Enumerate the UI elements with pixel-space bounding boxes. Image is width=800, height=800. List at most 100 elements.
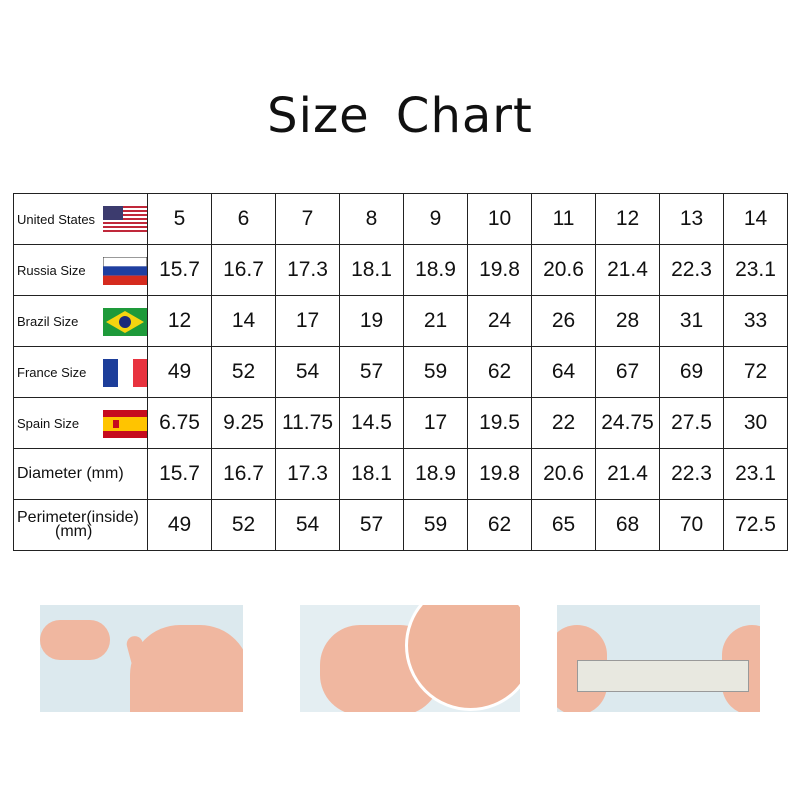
table-row: Diameter (mm) 15.7 16.7 17.3 18.1 18.9 19.8 20.… <box>13 448 788 500</box>
table-row: France Size 49 52 54 57 59 62 64 67 69 72 <box>13 346 788 398</box>
table-cell: 11 <box>531 193 596 245</box>
table-cell: 16.7 <box>211 448 276 500</box>
table-cell: 24 <box>467 295 532 347</box>
table-cell: 10 <box>467 193 532 245</box>
table-cell: 20.6 <box>531 448 596 500</box>
table-row: Perimeter(inside) (mm) 49 52 54 57 59 62 65 68 70 7… <box>13 499 788 551</box>
table-cell: 26 <box>531 295 596 347</box>
table-cell: 23.1 <box>723 244 788 296</box>
page-title: Size Chart <box>267 88 533 144</box>
table-cell: 8 <box>339 193 404 245</box>
brazil-flag-icon <box>103 308 147 336</box>
table-cell: 15.7 <box>147 448 212 500</box>
table-cell: 24.75 <box>595 397 660 449</box>
table-row: Russia Size 15.7 16.7 17.3 18.1 18.9 19.8 20.6 2… <box>13 244 788 296</box>
table-cell: 13 <box>659 193 724 245</box>
table-cell: 52 <box>211 499 276 551</box>
table-cell: 18.9 <box>403 448 468 500</box>
table-cell: 17.3 <box>275 244 340 296</box>
table-cell: 22 <box>531 397 596 449</box>
table-cell: 11.75 <box>275 397 340 449</box>
table-cell: 21.4 <box>595 244 660 296</box>
table-cell: 62 <box>467 346 532 398</box>
row-label: United States <box>13 193 148 245</box>
table-cell: 65 <box>531 499 596 551</box>
table-cell: 69 <box>659 346 724 398</box>
table-cell: 52 <box>211 346 276 398</box>
table-cell: 21.4 <box>595 448 660 500</box>
table-cell: 19.5 <box>467 397 532 449</box>
table-cell: 64 <box>531 346 596 398</box>
table-cell: 6 <box>211 193 276 245</box>
russia-flag-icon <box>102 256 148 286</box>
us-flag-icon <box>103 206 147 234</box>
table-cell: 6.75 <box>147 397 212 449</box>
table-cell: 18.1 <box>339 448 404 500</box>
table-cell: 22.3 <box>659 448 724 500</box>
table-cell: 22.3 <box>659 244 724 296</box>
row-label-text: Diameter (mm) <box>17 465 124 482</box>
table-cell: 9 <box>403 193 468 245</box>
table-cell: 14 <box>723 193 788 245</box>
size-table: United States 5 6 7 8 9 10 11 12 13 14 Russia Size 1… <box>13 193 788 551</box>
photo-measure-with-ruler <box>557 605 760 712</box>
table-cell: 16.7 <box>211 244 276 296</box>
table-cell: 54 <box>275 499 340 551</box>
table-cell: 19 <box>339 295 404 347</box>
ruler-icon <box>577 660 749 692</box>
photo-mark-string <box>300 605 520 712</box>
table-cell: 18.9 <box>403 244 468 296</box>
table-cell: 9.25 <box>211 397 276 449</box>
table-cell: 49 <box>147 499 212 551</box>
table-row: United States 5 6 7 8 9 10 11 12 13 14 <box>13 193 788 245</box>
row-label: Diameter (mm) <box>13 448 148 500</box>
table-cell: 18.1 <box>339 244 404 296</box>
row-label: Spain Size <box>13 397 148 449</box>
table-cell: 17 <box>275 295 340 347</box>
row-label-text: Brazil Size <box>17 313 79 329</box>
table-cell: 62 <box>467 499 532 551</box>
table-cell: 20.6 <box>531 244 596 296</box>
row-label: Russia Size <box>13 244 148 296</box>
table-cell: 14 <box>211 295 276 347</box>
row-label-text: Russia Size <box>17 262 86 278</box>
table-cell: 28 <box>595 295 660 347</box>
table-cell: 33 <box>723 295 788 347</box>
row-label: Perimeter(inside) (mm) <box>13 499 148 551</box>
table-cell: 57 <box>339 499 404 551</box>
table-cell: 27.5 <box>659 397 724 449</box>
table-cell: 17 <box>403 397 468 449</box>
table-cell: 14.5 <box>339 397 404 449</box>
table-cell: 7 <box>275 193 340 245</box>
table-cell: 70 <box>659 499 724 551</box>
table-row: Brazil Size 12 14 17 19 21 24 26 28 31 33 <box>13 295 788 347</box>
table-cell: 59 <box>403 499 468 551</box>
photo-wrap-string-on-finger <box>40 605 243 712</box>
table-cell: 12 <box>595 193 660 245</box>
table-cell: 68 <box>595 499 660 551</box>
row-label-unit: (mm) <box>55 523 93 540</box>
spain-flag-icon <box>103 410 147 438</box>
table-cell: 59 <box>403 346 468 398</box>
row-label-text: Spain Size <box>17 415 80 431</box>
table-cell: 12 <box>147 295 212 347</box>
table-cell: 17.3 <box>275 448 340 500</box>
row-label: Brazil Size <box>13 295 148 347</box>
row-label-text: France Size <box>17 364 87 380</box>
table-cell: 57 <box>339 346 404 398</box>
table-cell: 19.8 <box>467 244 532 296</box>
table-cell: 72 <box>723 346 788 398</box>
france-flag-icon <box>103 359 147 387</box>
row-label-text: United States <box>17 211 96 227</box>
table-cell: 67 <box>595 346 660 398</box>
table-cell: 54 <box>275 346 340 398</box>
table-cell: 5 <box>147 193 212 245</box>
table-cell: 49 <box>147 346 212 398</box>
row-label: France Size <box>13 346 148 398</box>
table-cell: 15.7 <box>147 244 212 296</box>
table-cell: 31 <box>659 295 724 347</box>
table-cell: 23.1 <box>723 448 788 500</box>
table-cell: 21 <box>403 295 468 347</box>
table-cell: 30 <box>723 397 788 449</box>
row-label-text: Perimeter(inside) <box>17 509 139 526</box>
